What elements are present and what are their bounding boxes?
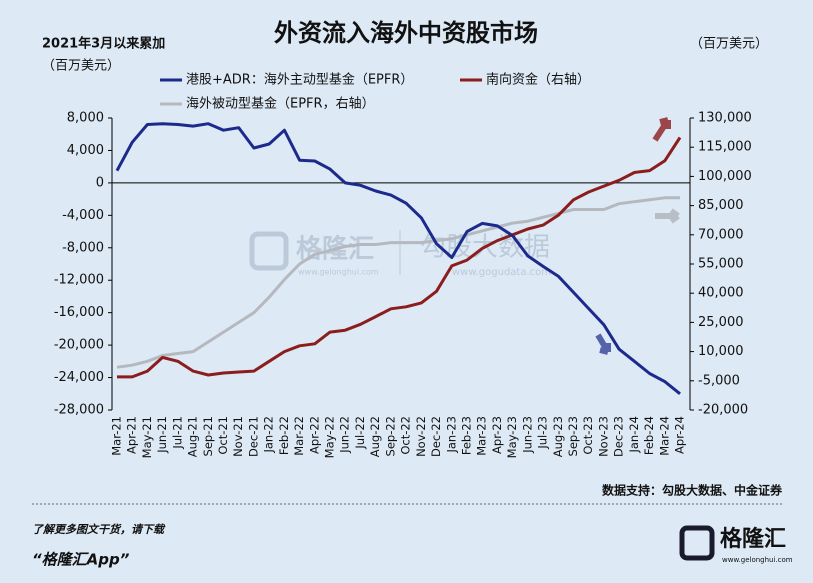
promo-text: 了解更多图文干货，请下载 bbox=[32, 523, 166, 536]
x-tick-label: Jun-23 bbox=[520, 416, 534, 454]
x-tick-label: Oct-23 bbox=[581, 416, 595, 455]
y-tick-label: -12,000 bbox=[54, 273, 104, 288]
footer-logo: 格隆汇 bbox=[720, 526, 786, 552]
x-tick-label: Mar-22 bbox=[292, 416, 306, 456]
y2-tick-label: -5,000 bbox=[698, 373, 740, 388]
x-tick-label: Sep-23 bbox=[566, 416, 580, 456]
promo-app: “格隆汇App” bbox=[32, 551, 130, 569]
x-tick-label: Apr-23 bbox=[490, 416, 504, 454]
x-tick-label: Dec-23 bbox=[612, 416, 626, 457]
footer-logo-url: www.gelonghui.com bbox=[722, 556, 793, 564]
x-tick-label: Oct-22 bbox=[399, 416, 413, 455]
footer-logo-icon bbox=[679, 525, 715, 561]
x-tick-label: Apr-24 bbox=[673, 416, 687, 454]
y-tick-label: -28,000 bbox=[54, 403, 104, 418]
source-note: 数据支持：勾股大数据、中金证券 bbox=[602, 483, 783, 498]
x-tick-label: Nov-22 bbox=[414, 416, 428, 457]
y-axis-label: （百万美元） bbox=[42, 59, 120, 74]
y-tick-label: -24,000 bbox=[54, 370, 104, 385]
series-line bbox=[116, 196, 680, 369]
x-tick-label: Nov-21 bbox=[231, 416, 245, 457]
x-tick-label: Dec-22 bbox=[429, 416, 443, 457]
y-tick-label: -8,000 bbox=[62, 240, 104, 255]
y2-tick-label: 55,000 bbox=[698, 257, 744, 272]
x-tick-label: Nov-23 bbox=[596, 416, 610, 457]
x-tick-label: Feb-22 bbox=[277, 416, 291, 455]
x-tick-label: Aug-22 bbox=[368, 416, 382, 457]
x-tick-label: May-23 bbox=[505, 416, 519, 458]
x-tick-label: May-21 bbox=[140, 416, 154, 458]
watermark-url: www.gelonghui.com bbox=[298, 268, 379, 277]
legend-label: 南向资金（右轴） bbox=[486, 72, 590, 88]
legend-label: 海外被动型基金（EPFR，右轴） bbox=[186, 96, 375, 112]
x-tick-label: Jul-22 bbox=[353, 416, 367, 450]
x-tick-label: Jun-22 bbox=[338, 416, 352, 454]
x-tick-label: May-22 bbox=[323, 416, 337, 458]
series-line bbox=[115, 122, 681, 395]
y2-tick-label: -20,000 bbox=[698, 403, 748, 418]
x-tick-label: Sep-22 bbox=[383, 416, 397, 456]
y2-tick-label: 40,000 bbox=[698, 286, 744, 301]
x-tick-label: Jan-24 bbox=[627, 416, 641, 454]
chart-title: 外资流入海外中资股市场 bbox=[274, 19, 538, 47]
x-tick-label: Sep-21 bbox=[201, 416, 215, 456]
y2-tick-label: 115,000 bbox=[698, 140, 752, 155]
series-line bbox=[117, 136, 682, 379]
x-tick-label: Feb-24 bbox=[642, 416, 656, 455]
watermark-url: www.gogudata.com bbox=[452, 267, 551, 278]
arrow bbox=[655, 208, 680, 224]
arrow bbox=[652, 117, 671, 142]
y2-tick-label: 100,000 bbox=[698, 169, 752, 184]
x-tick-label: Feb-23 bbox=[459, 416, 473, 455]
x-tick-label: Jul-21 bbox=[170, 416, 184, 450]
y2-tick-label: 130,000 bbox=[698, 111, 752, 126]
watermark-logo bbox=[249, 231, 289, 271]
y2-axis-label: （百万美元） bbox=[690, 37, 768, 52]
y-tick-label: 4,000 bbox=[67, 143, 104, 158]
x-tick-label: Aug-23 bbox=[551, 416, 565, 457]
x-tick-label: Mar-21 bbox=[110, 416, 124, 456]
y-tick-label: 8,000 bbox=[67, 111, 104, 126]
arrow bbox=[595, 333, 611, 355]
y2-tick-label: 70,000 bbox=[698, 227, 744, 242]
x-tick-label: Mar-23 bbox=[475, 416, 489, 456]
x-tick-label: Jan-23 bbox=[444, 416, 458, 454]
x-tick-label: Jun-21 bbox=[155, 416, 169, 454]
x-tick-label: Apr-22 bbox=[307, 416, 321, 454]
y2-tick-label: 10,000 bbox=[698, 344, 744, 359]
x-tick-label: Mar-24 bbox=[657, 416, 671, 456]
y-tick-label: 0 bbox=[96, 175, 104, 190]
x-tick-label: Jan-22 bbox=[262, 416, 276, 454]
x-tick-label: Aug-21 bbox=[186, 416, 200, 457]
y-tick-label: -16,000 bbox=[54, 305, 104, 320]
y2-tick-label: 85,000 bbox=[698, 198, 744, 213]
y2-tick-label: 25,000 bbox=[698, 315, 744, 330]
y-axis-label: 2021年3月以来累加 bbox=[42, 36, 165, 52]
x-tick-label: Oct-21 bbox=[216, 416, 230, 455]
x-tick-label: Dec-21 bbox=[246, 416, 260, 457]
x-tick-label: Apr-21 bbox=[125, 416, 139, 454]
y-tick-label: -4,000 bbox=[62, 208, 104, 223]
y-tick-label: -20,000 bbox=[54, 338, 104, 353]
x-tick-label: Jul-23 bbox=[536, 416, 550, 450]
legend-label: 港股+ADR：海外主动型基金（EPFR） bbox=[186, 72, 413, 88]
